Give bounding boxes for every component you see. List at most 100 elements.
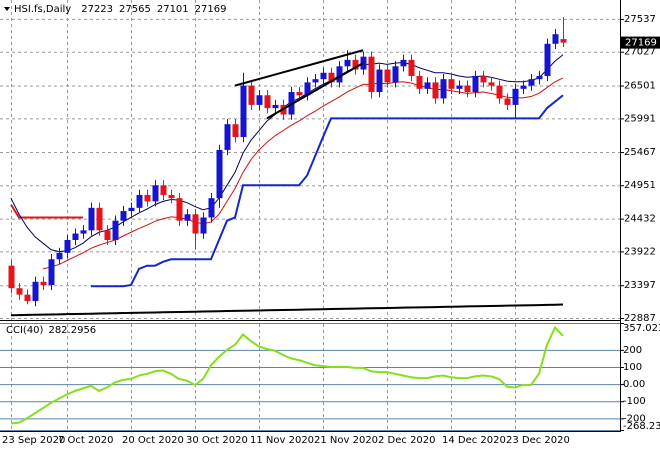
candle-body: [192, 214, 199, 234]
y-tick-label: 24432: [624, 214, 656, 225]
candle-body: [24, 294, 31, 302]
y-tick-label: 24951: [624, 180, 656, 191]
ohlc-value: 27169: [195, 4, 227, 15]
y-tick-label: 200: [623, 345, 642, 356]
candle-body: [456, 85, 463, 89]
candle-body: [72, 233, 79, 240]
candle-body: [496, 85, 503, 99]
y-tick-label: 0.00: [623, 379, 645, 390]
candle-body: [328, 72, 335, 83]
y-tick-label: 23922: [624, 246, 656, 257]
candle-body: [360, 56, 367, 70]
candle-body: [32, 281, 39, 302]
candle-body: [272, 104, 279, 109]
candle-body: [96, 207, 103, 231]
candle-body: [408, 59, 415, 76]
candle-body: [224, 124, 231, 150]
candle-body: [520, 85, 527, 89]
price-tag: [621, 36, 660, 49]
candle-body: [352, 59, 359, 70]
x-tick-label: 23 Dec 2020: [506, 435, 570, 446]
candle-body: [552, 34, 559, 44]
candle-body: [200, 217, 207, 234]
candle-body: [512, 88, 519, 105]
indicator-line: [10, 303, 564, 317]
candle-body: [240, 85, 247, 138]
plot-layer: [8, 17, 567, 425]
candle-body: [536, 75, 543, 80]
candle-body: [416, 75, 423, 89]
ohlc-value: 27223: [81, 4, 113, 15]
indicator-line: [91, 94, 564, 288]
y-tick-label: 357.0238: [623, 323, 660, 334]
candle-body: [136, 194, 143, 208]
candle-body: [368, 56, 375, 93]
y-tick-label: 25467: [624, 147, 656, 158]
candle-body: [296, 92, 303, 96]
candle-body: [472, 75, 479, 93]
indicator-line: [42, 77, 564, 270]
candle-body: [560, 39, 567, 43]
candle-body: [168, 194, 175, 199]
candle-body: [400, 59, 407, 67]
candle-body: [216, 149, 223, 199]
candle-body: [184, 214, 191, 221]
y-tick-label: 23397: [624, 280, 656, 291]
candle-body: [376, 69, 383, 93]
y-tick-label: -200: [623, 413, 646, 424]
candle-body: [56, 252, 63, 260]
x-tick-label: 20 Oct 2020: [122, 435, 184, 446]
candle-body: [544, 43, 551, 76]
candle-body: [392, 66, 399, 83]
y-tick-label: 26501: [624, 81, 656, 92]
x-tick-label: 14 Dec 2020: [442, 435, 506, 446]
title-marker: [4, 7, 10, 11]
x-tick-label: 11 Nov 2020: [250, 435, 314, 446]
candle-body: [48, 259, 55, 286]
candle-body: [432, 82, 439, 99]
candle-body: [16, 288, 23, 295]
candle-body: [80, 230, 87, 234]
indicator-line: [10, 204, 83, 219]
candle-body: [344, 59, 351, 67]
candle-body: [40, 281, 47, 286]
candle-body: [448, 79, 455, 89]
candle-body: [336, 66, 343, 83]
ohlc-value: 27101: [157, 4, 189, 15]
candle-body: [264, 95, 271, 109]
indicator-value: 282.2956: [48, 325, 96, 336]
trendline: [266, 62, 364, 120]
x-tick-label: 21 Nov 2020: [314, 435, 378, 446]
y-tick-label: 22887: [624, 313, 656, 324]
candle-body: [160, 185, 167, 195]
indicator-line: [10, 325, 564, 425]
candle-body: [440, 79, 447, 99]
candle-body: [504, 98, 511, 105]
candle-body: [320, 72, 327, 80]
chart-title: HSI.fs,Daily: [14, 4, 71, 15]
candle-body: [464, 85, 471, 93]
candle-body: [176, 198, 183, 221]
candle-body: [88, 207, 95, 231]
candle-body: [64, 239, 71, 253]
x-tick-label: 7 Oct 2020: [58, 435, 113, 446]
candle-body: [120, 211, 127, 221]
y-tick-label: 27027: [624, 47, 656, 58]
candle-body: [528, 79, 535, 86]
indicator-line: [10, 54, 564, 253]
candle-body: [104, 230, 111, 240]
trendline: [234, 49, 364, 87]
x-tick-label: 30 Oct 2020: [186, 435, 248, 446]
candle-body: [128, 207, 135, 212]
indicator-title: CCI(40): [6, 325, 44, 336]
ohlc-value: 27565: [119, 4, 151, 15]
candle-body: [112, 220, 119, 240]
candle-body: [384, 69, 391, 83]
candle-body: [208, 198, 215, 218]
price-tag-label: 27169: [625, 38, 657, 49]
candle-body: [480, 75, 487, 83]
y-tick-label: -268.233: [623, 421, 660, 432]
candle-body: [232, 124, 239, 138]
